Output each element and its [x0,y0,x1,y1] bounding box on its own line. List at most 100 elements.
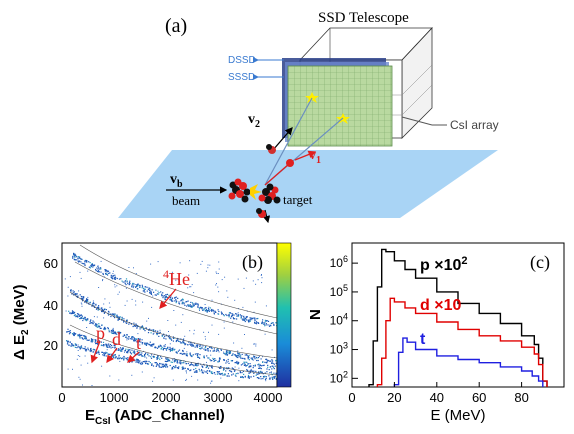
scatter-point [179,352,181,355]
scatter-point [156,331,158,333]
scatter-point [201,372,203,374]
scatter-point [252,358,254,360]
scatter-point [169,348,171,350]
scatter-point [89,350,91,352]
scatter-point [196,371,198,373]
scatter-point [247,358,249,360]
scatter-point [87,300,89,302]
ytick-label: 60 [44,256,58,271]
scatter-point [119,347,122,349]
scatter-point [201,308,203,310]
scatter-point [195,364,197,367]
scatter-point [263,364,265,366]
pid-scatter [64,252,279,386]
scatter-point [92,339,94,341]
scatter-point [73,291,75,293]
scatter-point [164,344,166,345]
scatter-point [256,357,258,359]
scatter-point [141,362,144,365]
scatter-point [118,333,120,335]
scatter-point [248,319,251,321]
scatter-point [164,363,166,365]
scatter-point [107,314,110,316]
scatter-point [264,361,266,363]
scatter-point [95,343,97,345]
scatter-point [249,365,251,367]
scatter-point [137,285,139,287]
scatter-point [160,291,162,293]
scatter-point [160,366,162,368]
scatter-point [146,343,148,345]
scatter-point [144,330,146,332]
scatter-point [117,358,119,360]
scatter-point [65,310,67,312]
scatter-point [72,257,74,259]
scatter-point [134,325,137,327]
scatter-point [97,326,99,328]
scatter-point [91,339,93,341]
scatter-point [117,319,119,321]
scatter-point [220,366,222,368]
scatter-point [85,319,87,321]
scatter-point [207,349,209,351]
scatter-point [139,354,141,356]
scatter-point [121,280,123,282]
scatter-point [127,338,130,340]
scatter-point [185,301,187,303]
scatter-point [209,264,211,266]
scatter-point [219,358,221,360]
scatter-point [117,293,119,295]
scatter-point [134,338,136,340]
scatter-point [176,300,178,302]
scatter-point [91,341,93,343]
p-label: p [96,323,105,343]
scatter-point [118,358,120,360]
scatter-point [221,279,223,281]
scatter-point [130,352,132,354]
scatter-point [95,323,97,325]
scatter-point [255,323,258,325]
target-label: target [283,192,313,207]
scatter-point [234,366,236,368]
scatter-point [132,351,134,353]
scatter-point [264,378,267,380]
scatter-point [253,343,255,345]
scatter-point [103,328,105,330]
scatter-point [261,322,263,324]
scatter-point [136,338,138,340]
scatter-point [146,363,148,365]
scatter-point [206,371,208,373]
scatter-point [212,358,215,360]
scatter-point [187,344,189,346]
scatter-point [81,347,83,349]
scatter-point [144,286,146,288]
scatter-point [84,349,87,351]
scatter-point [98,340,100,342]
scatter-point [270,366,272,368]
scatter-point [76,358,78,360]
scatter-point [249,320,251,322]
scatter-point [179,360,181,362]
scatter-point [269,360,271,362]
scatter-point [173,349,175,351]
scatter-point [110,353,112,355]
scatter-point [139,286,141,288]
scatter-point [237,372,239,374]
scatter-point [125,278,128,280]
scatter-point [111,276,113,278]
scatter-point [217,372,219,374]
scatter-point [187,300,189,302]
scatter-point [171,271,173,273]
scatter-point [68,310,70,312]
scatter-point [186,353,188,355]
scatter-point [112,346,114,348]
scatter-point [234,370,236,372]
scatter-point [149,341,151,343]
scatter-point [226,354,228,356]
scatter-point [189,354,192,356]
scatter-point [151,363,153,365]
scatter-point [261,282,263,284]
scatter-point [228,370,231,372]
scatter-point [269,378,271,380]
scatter-point [77,260,79,262]
